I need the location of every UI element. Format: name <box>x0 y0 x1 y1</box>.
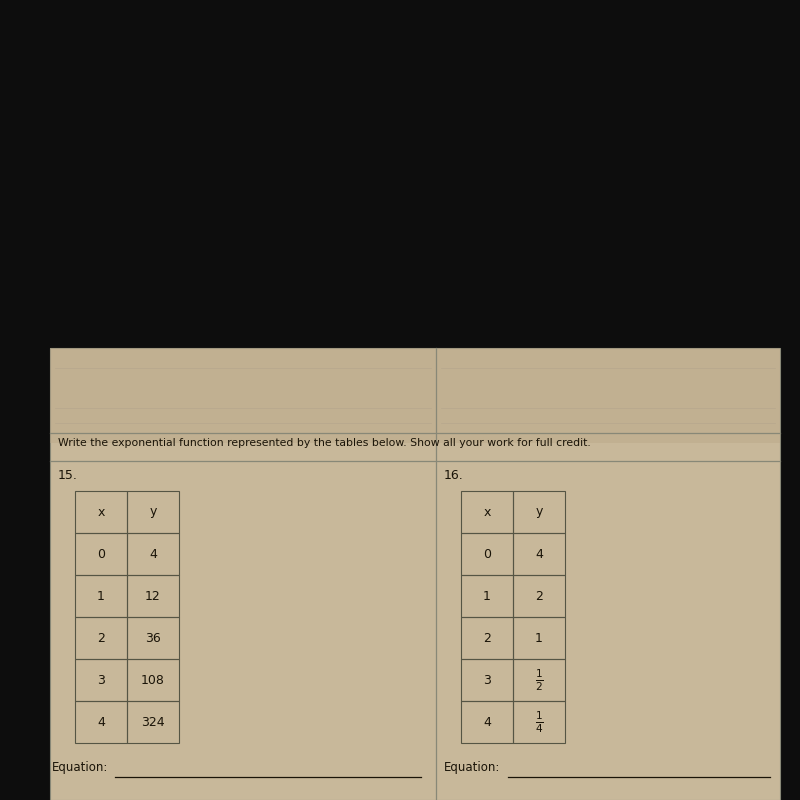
Text: x: x <box>98 506 105 518</box>
Text: y: y <box>150 506 157 518</box>
Bar <box>75 617 127 659</box>
Text: 0: 0 <box>97 547 105 561</box>
Text: 3: 3 <box>483 674 491 686</box>
Text: $\frac{1}{4}$: $\frac{1}{4}$ <box>534 710 543 734</box>
Bar <box>461 659 513 701</box>
Bar <box>75 659 127 701</box>
Bar <box>513 491 565 533</box>
FancyBboxPatch shape <box>50 348 780 800</box>
Text: 4: 4 <box>97 715 105 729</box>
Text: 4: 4 <box>483 715 491 729</box>
Bar <box>127 701 179 743</box>
Text: 4: 4 <box>535 547 543 561</box>
Bar <box>127 575 179 617</box>
Text: 108: 108 <box>141 674 165 686</box>
Text: 2: 2 <box>483 631 491 645</box>
Text: 3: 3 <box>97 674 105 686</box>
Text: 15.: 15. <box>58 469 78 482</box>
Text: 12: 12 <box>145 590 161 602</box>
Text: 1: 1 <box>535 631 543 645</box>
Bar <box>127 659 179 701</box>
Bar <box>461 575 513 617</box>
Text: y: y <box>535 506 542 518</box>
Bar <box>127 533 179 575</box>
Text: 4: 4 <box>149 547 157 561</box>
Text: 324: 324 <box>141 715 165 729</box>
Bar <box>513 701 565 743</box>
Text: x: x <box>483 506 490 518</box>
Bar <box>75 491 127 533</box>
Text: $\frac{1}{2}$: $\frac{1}{2}$ <box>534 667 543 693</box>
FancyBboxPatch shape <box>0 0 800 380</box>
Bar <box>461 701 513 743</box>
Bar <box>127 491 179 533</box>
Text: 1: 1 <box>483 590 491 602</box>
Bar <box>513 533 565 575</box>
Bar <box>75 575 127 617</box>
Bar <box>513 575 565 617</box>
Bar <box>461 491 513 533</box>
Bar <box>513 617 565 659</box>
Bar <box>75 533 127 575</box>
Text: 0: 0 <box>483 547 491 561</box>
Bar <box>75 701 127 743</box>
Text: 16.: 16. <box>444 469 464 482</box>
Bar <box>513 659 565 701</box>
Text: 36: 36 <box>145 631 161 645</box>
Bar <box>461 617 513 659</box>
Text: 2: 2 <box>97 631 105 645</box>
Text: 1: 1 <box>97 590 105 602</box>
Text: Write the exponential function represented by the tables below. Show all your wo: Write the exponential function represent… <box>58 438 590 448</box>
Text: 2: 2 <box>535 590 543 602</box>
Bar <box>461 533 513 575</box>
Text: Equation:: Equation: <box>444 761 500 774</box>
Bar <box>127 617 179 659</box>
Text: Equation:: Equation: <box>52 761 108 774</box>
FancyBboxPatch shape <box>50 348 780 443</box>
